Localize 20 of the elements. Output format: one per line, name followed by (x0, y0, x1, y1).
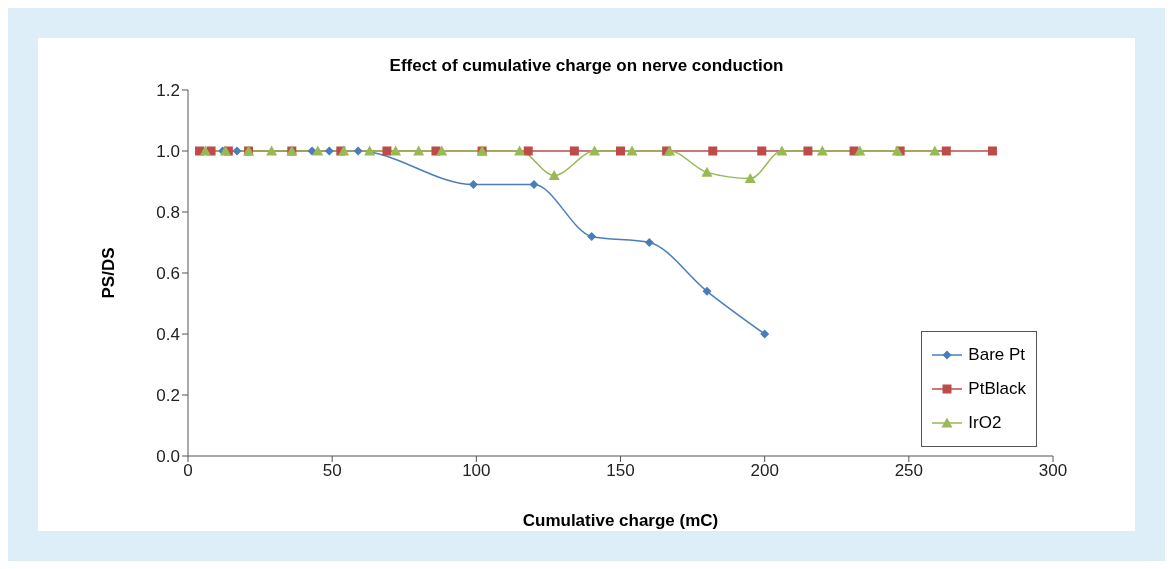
x-tick-label: 50 (322, 461, 342, 481)
x-tick-label: 150 (606, 461, 635, 481)
legend-label: PtBlack (968, 379, 1026, 399)
y-tick-label: 0.8 (156, 203, 180, 223)
y-tick-label: 1.2 (156, 81, 180, 101)
x-tick-label: 200 (750, 461, 779, 481)
legend-label: Bare Pt (968, 345, 1026, 365)
y-tick-label: 0.4 (156, 325, 180, 345)
y-axis-title: PS/DS (99, 247, 119, 299)
x-tick-label: 100 (462, 461, 491, 481)
x-tick-label: 0 (183, 461, 193, 481)
y-tick-label: 1.0 (156, 142, 180, 162)
y-tick-label: 0.6 (156, 264, 180, 284)
x-axis-title: Cumulative charge (mC) (521, 511, 720, 531)
y-tick-label: 0.0 (156, 447, 180, 467)
legend-label: IrO2 (968, 413, 1002, 433)
y-tick-label: 0.2 (156, 386, 180, 406)
chart-title: Effect of cumulative charge on nerve conduction (388, 56, 785, 76)
x-tick-label: 250 (894, 461, 924, 481)
x-tick-label: 300 (1038, 461, 1068, 481)
